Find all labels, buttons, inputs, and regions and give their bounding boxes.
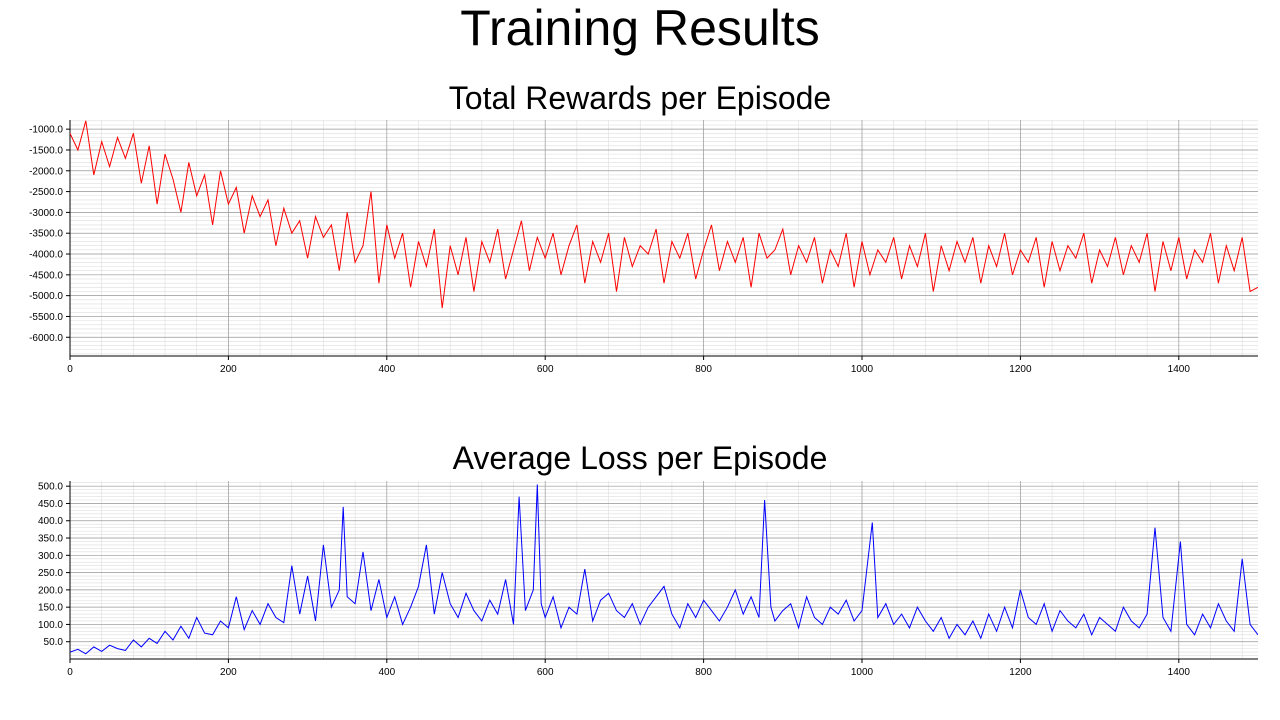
rewards-major-grid [69,120,1258,356]
loss-y-tick-label: 450.0 [38,499,63,510]
rewards-x-tick-label: 600 [537,364,554,375]
loss-y-tick-label: 400.0 [38,516,63,527]
loss-x-tick-label: 1000 [851,667,874,678]
rewards-y-tick-label: -1000.0 [29,125,63,136]
loss-x-tick-label: 400 [378,667,395,678]
rewards-x-tick-label: 400 [378,364,395,375]
loss-y-tick-label: 350.0 [38,534,63,545]
loss-x-tick-label: 800 [695,667,712,678]
loss-y-tick-label: 100.0 [38,620,63,631]
rewards-y-tick-label: -4500.0 [29,270,63,281]
loss-y-tick-label: 200.0 [38,585,63,596]
rewards-y-tick-label: -6000.0 [29,333,63,344]
rewards-y-tick-label: -2000.0 [29,166,63,177]
rewards-chart-title: Total Rewards per Episode [448,80,832,116]
rewards-x-tick-label: 800 [695,364,712,375]
loss-x-tick-label: 1400 [1168,667,1191,678]
rewards-chart: 0 200 400 600 800 1000 1200 1400 -1000.0 -1500.0 -… [29,120,1258,375]
loss-major-grid [69,481,1258,659]
rewards-y-tick-label: -4000.0 [29,250,63,261]
rewards-y-tick-label: -1500.0 [29,145,63,156]
rewards-x-tick-label: 1400 [1168,364,1191,375]
loss-minor-grid [69,481,1258,660]
loss-y-tick-label: 250.0 [38,568,63,579]
rewards-y-tick-label: -2500.0 [29,187,63,198]
loss-y-tick-label: 500.0 [38,482,63,493]
rewards-x-tick-label: 0 [67,364,73,375]
rewards-series-line [70,120,1258,309]
rewards-x-tick-label: 1200 [1009,364,1032,375]
rewards-y-tick-label: -5500.0 [29,312,63,323]
rewards-y-tick-label: -3000.0 [29,208,63,219]
rewards-y-tick-label: -3500.0 [29,229,63,240]
loss-x-tick-label: 1200 [1009,667,1032,678]
loss-y-tick-label: 50.0 [44,637,64,648]
loss-x-tick-label: 600 [537,667,554,678]
rewards-x-tick-label: 200 [220,364,237,375]
loss-y-tick-label: 300.0 [38,551,63,562]
loss-y-tick-label: 150.0 [38,603,63,614]
loss-x-tick-label: 200 [220,667,237,678]
figure-title: Training Results [460,0,820,56]
loss-series-line [70,484,1258,655]
rewards-y-tick-label: -5000.0 [29,291,63,302]
loss-chart-title: Average Loss per Episode [452,440,828,476]
rewards-x-tick-label: 1000 [851,364,874,375]
loss-x-tick-label: 0 [67,667,73,678]
